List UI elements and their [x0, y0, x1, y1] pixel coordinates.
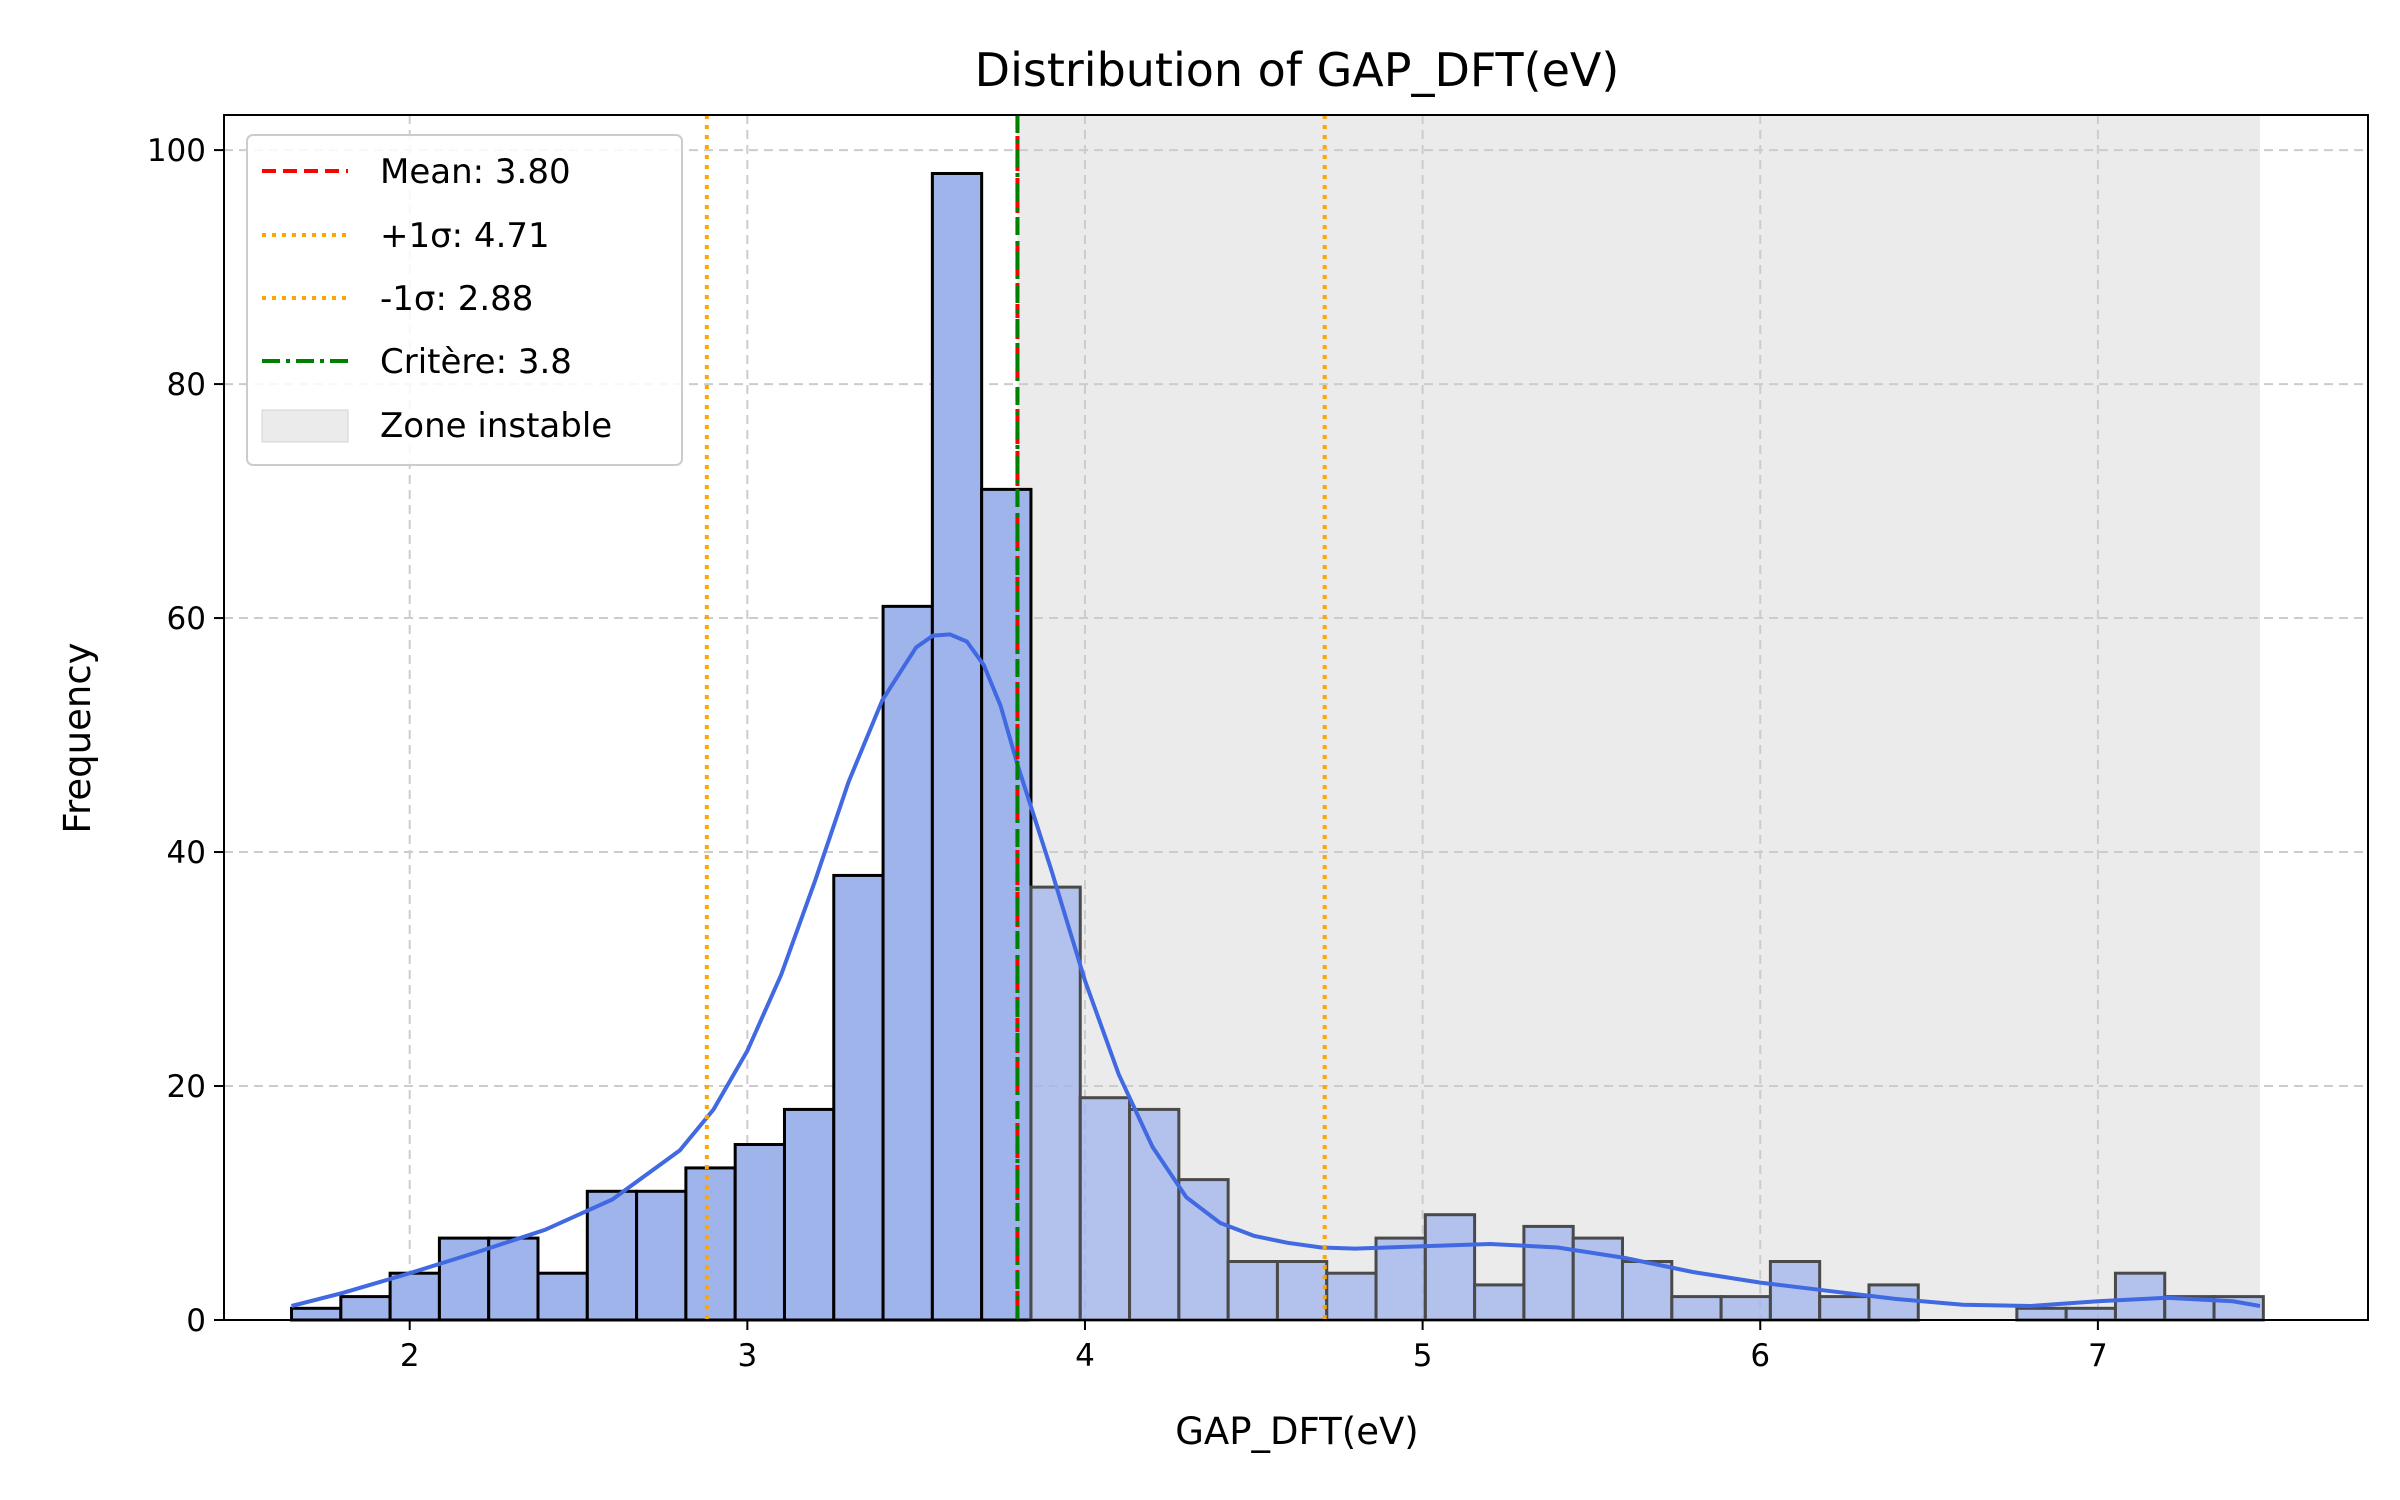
histogram-bar	[881, 604, 934, 1322]
x-tick-label: 5	[1413, 1338, 1433, 1374]
histogram-bar	[1325, 1271, 1378, 1322]
chart-title: Distribution of GAP_DFT(eV)	[975, 43, 1620, 97]
histogram-bar	[388, 1271, 441, 1322]
histogram-bar	[1867, 1283, 1920, 1322]
legend-label-mean: Mean: 3.80	[380, 152, 571, 192]
histogram-bar	[1374, 1236, 1427, 1322]
y-tick-label: 60	[167, 601, 206, 637]
x-tick-label: 6	[1750, 1338, 1770, 1374]
x-tick-label: 4	[1075, 1338, 1095, 1374]
histogram-bar	[733, 1143, 786, 1322]
histogram-bar	[487, 1236, 540, 1322]
legend-label-minus-sigma: -1σ: 2.88	[380, 279, 533, 319]
histogram-bar	[1029, 885, 1082, 1322]
histogram-bar	[1719, 1295, 1772, 1322]
histogram-bar	[832, 873, 885, 1322]
x-axis-title: GAP_DFT(eV)	[1175, 1410, 1418, 1453]
histogram-bar	[635, 1189, 688, 1322]
histogram-bar	[1177, 1178, 1230, 1322]
histogram-bar	[1078, 1096, 1132, 1322]
x-tick-label: 2	[400, 1338, 420, 1374]
reference-lines	[704, 115, 1327, 1320]
histogram-bar	[536, 1271, 589, 1322]
plot-frame	[223, 114, 2369, 1321]
histogram-bar	[980, 487, 1033, 1322]
histogram-bar	[290, 1306, 343, 1322]
legend: Mean: 3.80 +1σ: 4.71 -1σ: 2.88 Critère: …	[246, 134, 683, 466]
histogram-bar	[782, 1107, 836, 1322]
histogram-bars	[290, 171, 2265, 1322]
histogram-bar	[1473, 1283, 1526, 1322]
y-tick-label: 20	[167, 1069, 206, 1105]
legend-box	[246, 134, 683, 466]
histogram-bar	[2064, 1306, 2117, 1322]
y-axis-title: Frequency	[56, 642, 99, 833]
y-tick-label: 80	[167, 367, 206, 403]
histogram-bar	[2015, 1306, 2068, 1322]
x-tick-label: 3	[737, 1338, 757, 1374]
legend-swatch-zone	[261, 409, 349, 443]
x-axis-ticks: 2 3 4 5 6 7	[400, 1320, 2108, 1374]
histogram-bar	[1670, 1295, 1723, 1322]
histogram-bar	[1423, 1213, 1477, 1322]
histogram-bar	[1818, 1295, 1871, 1322]
y-tick-label: 100	[147, 133, 206, 169]
histogram-bar	[1522, 1224, 1575, 1322]
histogram-bar	[1128, 1107, 1181, 1322]
plot-area	[223, 114, 2369, 1322]
y-axis-ticks: 0 20 40 60 80 100	[147, 133, 224, 1339]
histogram-bar	[585, 1189, 639, 1322]
y-tick-label: 0	[186, 1303, 206, 1339]
legend-label-critere: Critère: 3.8	[380, 342, 572, 382]
histogram-bar	[339, 1295, 392, 1322]
y-tick-label: 40	[167, 835, 206, 871]
kde-curve	[291, 632, 2261, 1309]
histogram-bar	[1275, 1260, 1329, 1322]
histogram-bar	[684, 1166, 737, 1322]
histogram-bar	[1620, 1260, 1674, 1322]
zone-instable-region	[1017, 115, 2260, 1320]
histogram-bar	[1226, 1260, 1279, 1322]
legend-label-zone: Zone instable	[380, 406, 612, 446]
legend-label-plus-sigma: +1σ: 4.71	[380, 216, 550, 256]
x-tick-label: 7	[2088, 1338, 2108, 1374]
histogram-bar	[930, 171, 984, 1322]
